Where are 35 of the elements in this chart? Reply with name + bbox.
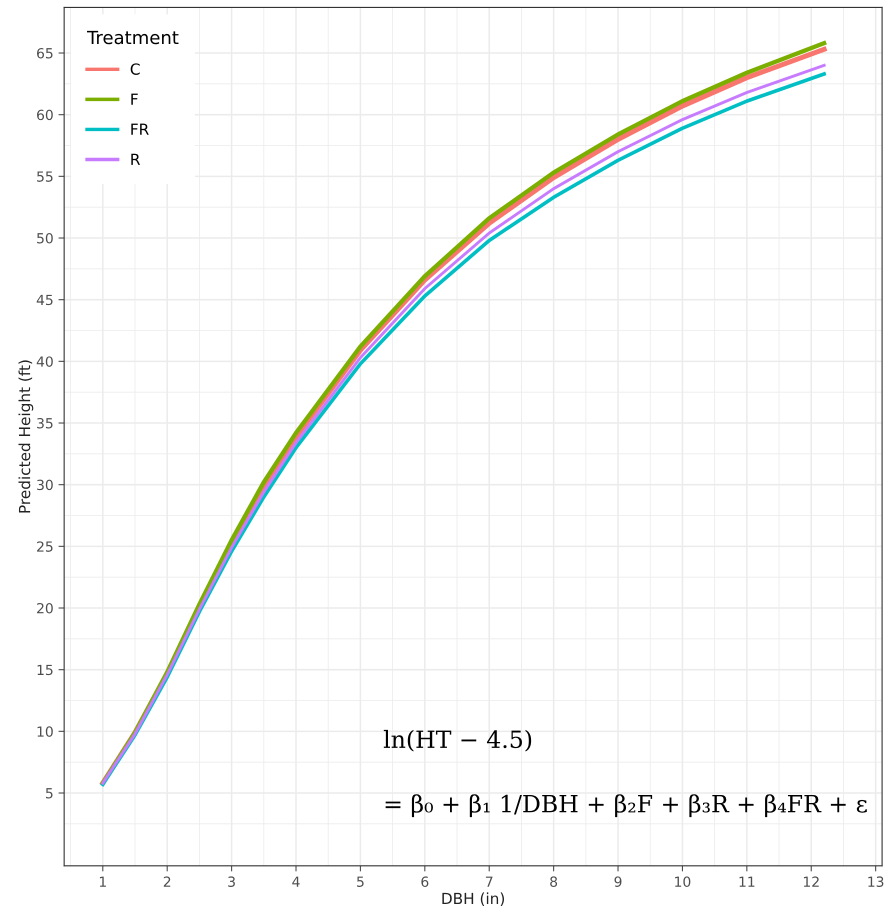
y-axis-title: Predicted Height (ft) bbox=[18, 360, 34, 513]
annotation: ln(HT − 4.5) bbox=[384, 730, 532, 752]
y-tick-label: 10 bbox=[38, 726, 53, 737]
x-tick-label: 1 bbox=[100, 876, 106, 887]
y-tick-label: 45 bbox=[36, 294, 53, 306]
y-tick-label: 65 bbox=[37, 48, 53, 58]
y-tick-label: 40 bbox=[36, 356, 53, 367]
annotation: = β₀ + β₁ 1/DBH + β₂F + β₃R + β₄FR + ε bbox=[386, 794, 867, 818]
y-tick-label: 20 bbox=[37, 602, 53, 614]
y-tick-label: 60 bbox=[37, 110, 53, 120]
x-axis-title: DBH (in) bbox=[442, 892, 504, 906]
y-tick-label: 30 bbox=[37, 480, 53, 490]
y-tick-label: 50 bbox=[37, 232, 53, 244]
y-tick-label: 25 bbox=[37, 541, 53, 552]
x-tick-label: 13 bbox=[868, 876, 884, 887]
x-tick-label: 5 bbox=[357, 876, 364, 887]
x-tick-label: 6 bbox=[421, 876, 428, 887]
x-tick-label: 12 bbox=[804, 876, 819, 887]
x-tick-label: 4 bbox=[292, 876, 300, 887]
x-tick-label: 9 bbox=[614, 876, 622, 887]
x-tick-label: 10 bbox=[675, 876, 690, 887]
y-tick-label: 35 bbox=[37, 418, 53, 428]
legend-label: R bbox=[131, 154, 140, 165]
x-tick-label: 8 bbox=[550, 876, 558, 887]
legend-title: Treatment bbox=[87, 30, 178, 44]
x-tick-label: 3 bbox=[228, 876, 235, 887]
legend-label: C bbox=[130, 63, 140, 75]
x-tick-label: 7 bbox=[486, 876, 492, 887]
legend-label: F bbox=[131, 94, 138, 105]
y-tick-label: 15 bbox=[38, 664, 53, 676]
y-tick-label: 55 bbox=[37, 172, 53, 182]
x-tick-label: 11 bbox=[740, 876, 754, 887]
x-tick-label: 2 bbox=[164, 876, 170, 887]
legend-label: FR bbox=[131, 124, 149, 135]
y-tick-label: 5 bbox=[46, 788, 53, 798]
